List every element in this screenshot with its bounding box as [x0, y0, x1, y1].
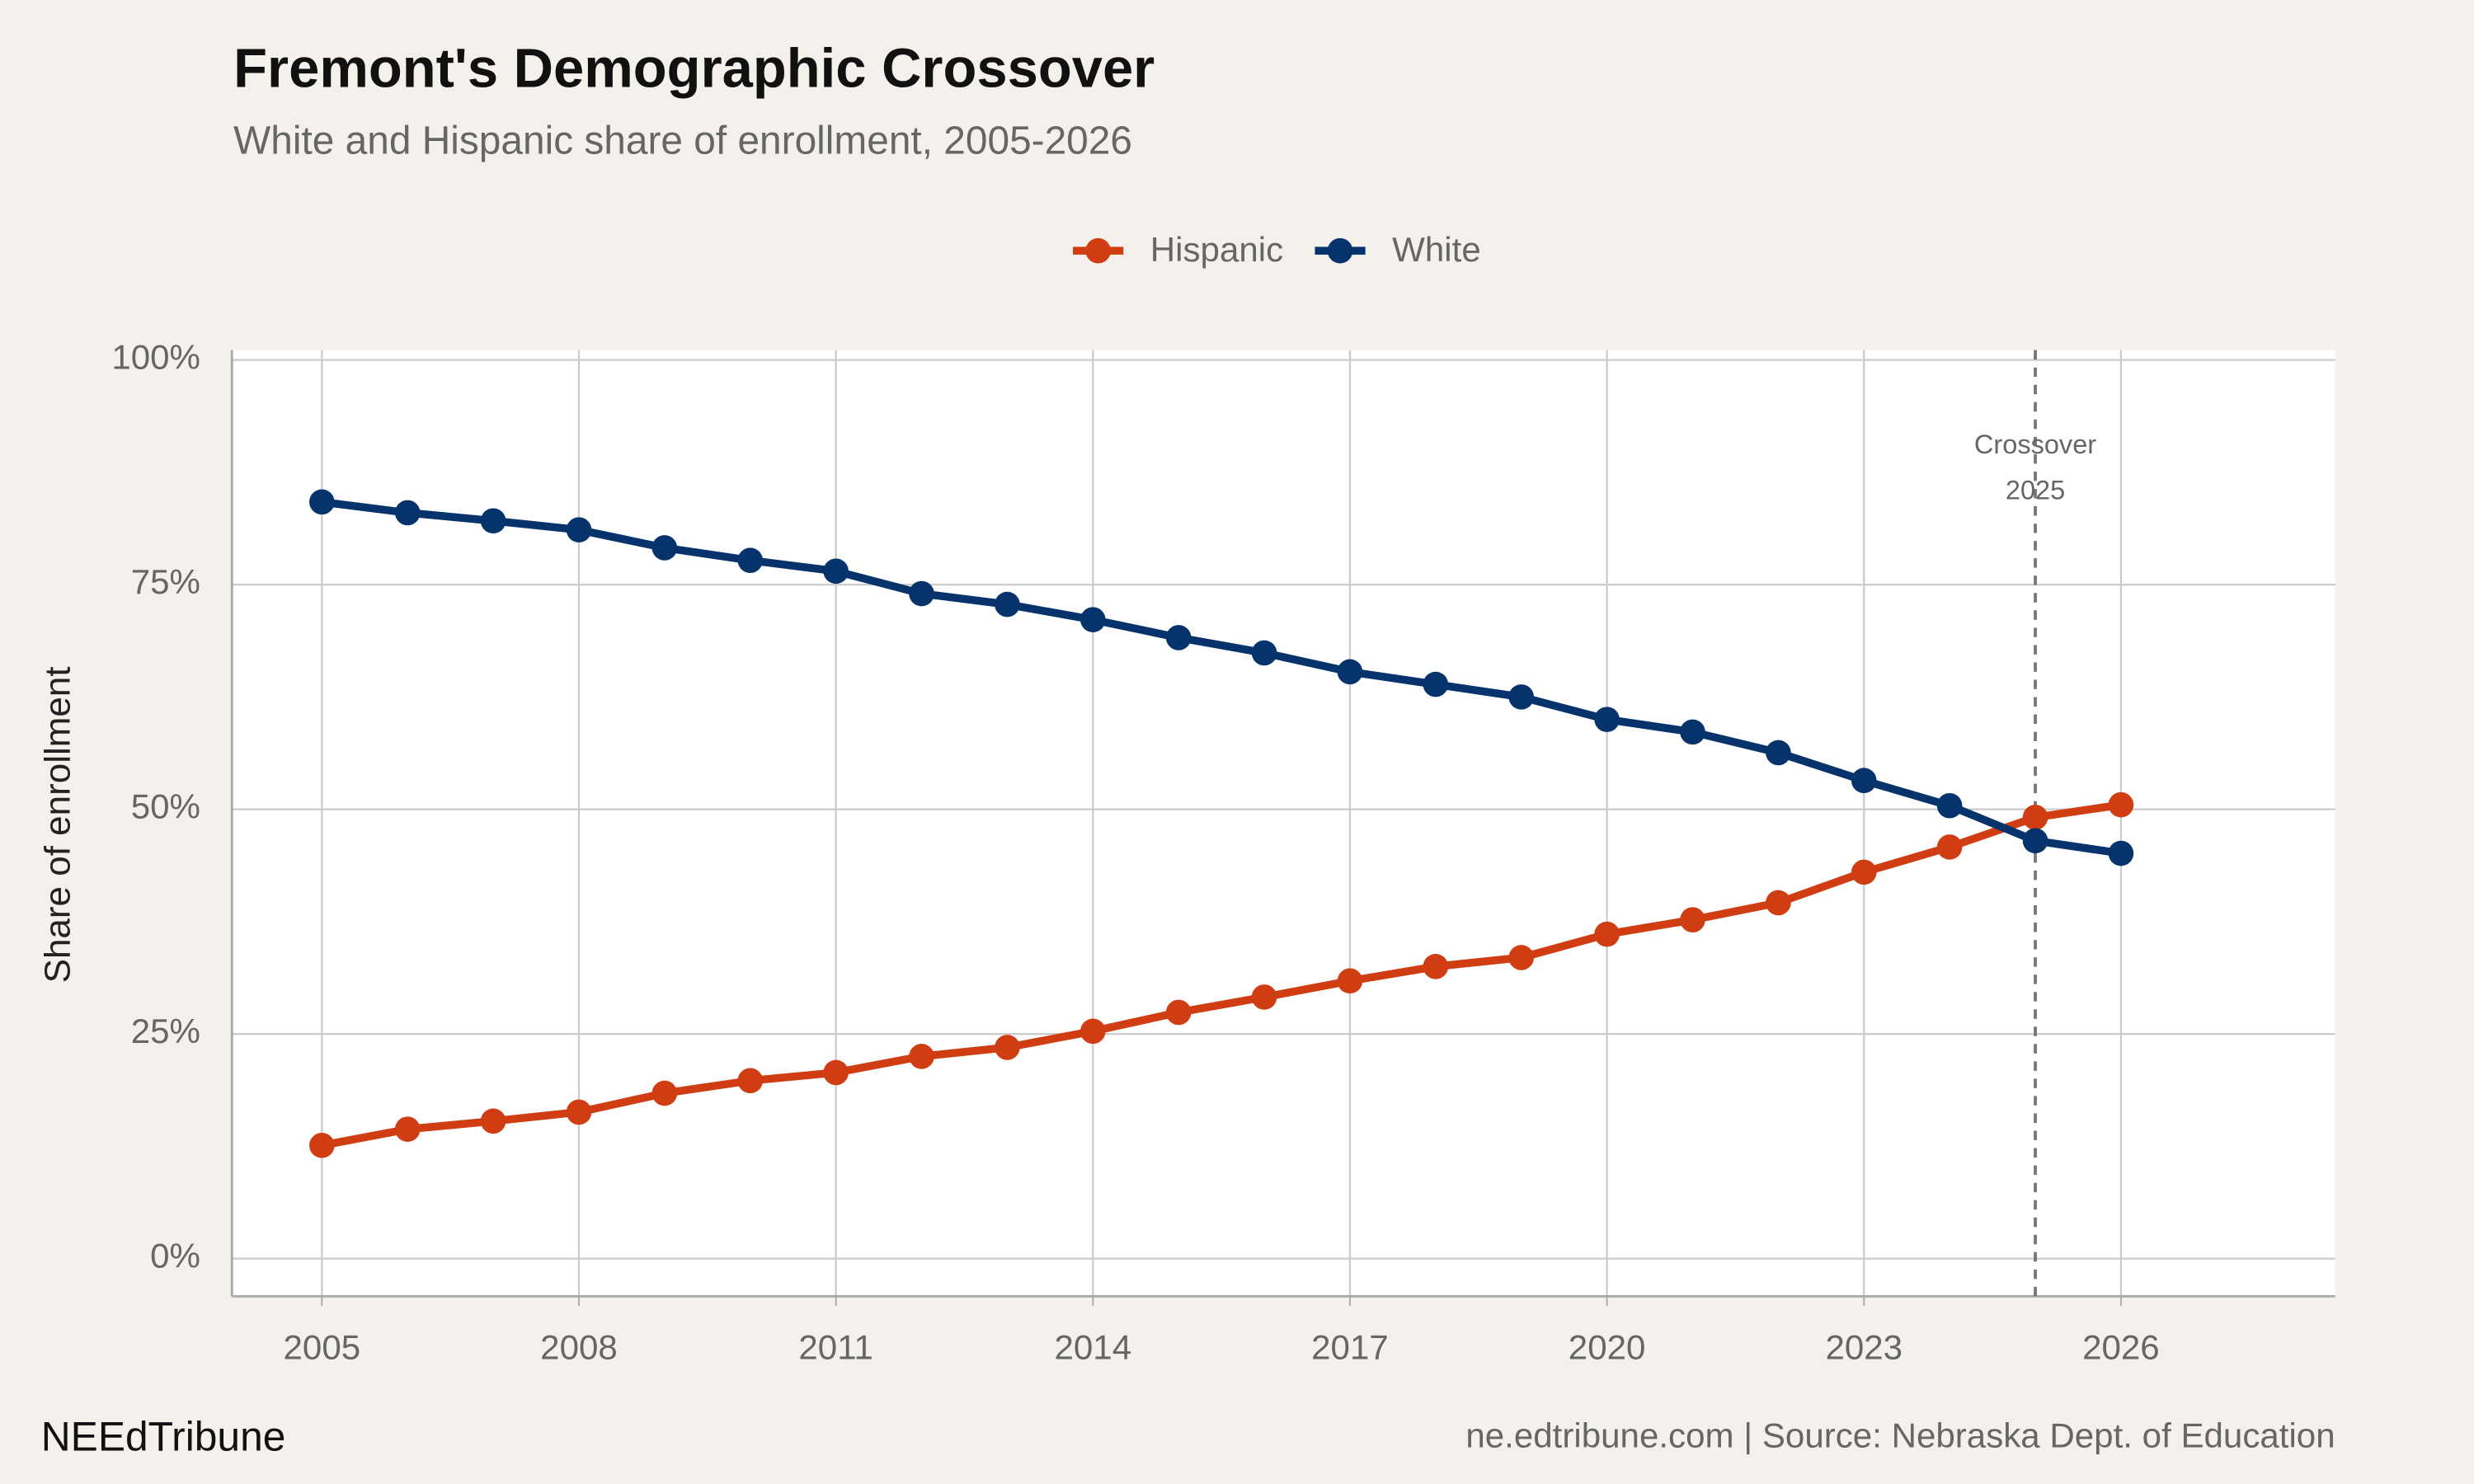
x-tick-label: 2014: [1054, 1328, 1131, 1367]
point: [651, 535, 678, 561]
point: [1851, 859, 1877, 885]
chart-title: Fremont's Demographic Crossover: [233, 38, 1155, 100]
point: [309, 489, 335, 515]
point: [1508, 945, 1535, 970]
point: [1079, 1018, 1106, 1045]
point: [737, 1068, 764, 1094]
point: [1851, 768, 1877, 794]
x-tick-label: 2020: [1569, 1328, 1646, 1367]
point: [1766, 890, 1791, 916]
y-axis-label: Share of enrollment: [37, 666, 78, 983]
x-tick-label: 2023: [1825, 1328, 1903, 1367]
legend-swatch-dot: [1327, 237, 1353, 264]
point: [566, 517, 592, 542]
point: [909, 580, 934, 607]
annotation-text: 2025: [2006, 475, 2065, 505]
point: [909, 1044, 934, 1069]
point: [2022, 828, 2048, 854]
point: [995, 1035, 1020, 1060]
point: [1594, 707, 1620, 732]
source: ne.edtribune.com | Source: Nebraska Dept…: [1465, 1416, 2335, 1455]
point: [1251, 984, 1277, 1010]
brand: NEEdTribune: [41, 1414, 286, 1460]
point: [1251, 640, 1277, 666]
x-tick-label: 2011: [798, 1328, 872, 1367]
point: [1508, 684, 1535, 710]
point: [1936, 834, 1963, 860]
annotation-text: Crossover: [1974, 430, 2096, 459]
plot-layer: 0% 25% 50% 75% 100% 2005 2008 2011 2014 2017 2020 2…: [111, 230, 2335, 1367]
point: [823, 1059, 849, 1086]
y-tick-label: 75%: [131, 562, 200, 601]
point: [394, 500, 421, 526]
x-tick-label: 2005: [284, 1328, 361, 1367]
x-tick-label: 2017: [1311, 1328, 1389, 1367]
point: [1165, 625, 1192, 650]
series-line: [321, 498, 2122, 857]
point: [1594, 921, 1620, 947]
point: [1423, 954, 1449, 979]
point: [480, 508, 506, 534]
point: [1337, 659, 1363, 685]
y-tick-label: 100%: [111, 338, 200, 377]
point: [1079, 607, 1106, 632]
point: [1936, 792, 1963, 819]
point: [394, 1116, 421, 1142]
x-tick-label: 2026: [2082, 1328, 2160, 1367]
point: [651, 1080, 678, 1106]
point: [309, 1132, 335, 1158]
point: [1766, 740, 1791, 766]
point: [1165, 999, 1192, 1026]
legend-label: Hispanic: [1150, 230, 1283, 269]
y-tick-label: 25%: [131, 1012, 200, 1050]
y-tick-label: 50%: [131, 787, 200, 826]
point: [2108, 791, 2134, 818]
point: [823, 558, 849, 585]
point: [1423, 671, 1449, 697]
point: [2022, 805, 2048, 830]
point: [737, 547, 764, 574]
point: [1680, 719, 1705, 745]
point: [1680, 907, 1705, 932]
point: [1337, 968, 1363, 994]
point: [995, 591, 1020, 618]
point: [480, 1108, 506, 1134]
series-line: [321, 801, 2122, 1149]
chart-subtitle: White and Hispanic share of enrollment, …: [233, 120, 1132, 163]
point: [2108, 840, 2134, 866]
legend-label: White: [1392, 230, 1481, 269]
x-tick-label: 2008: [540, 1328, 618, 1367]
point: [566, 1099, 592, 1125]
y-tick-label: 0%: [150, 1237, 200, 1275]
legend-swatch-dot: [1085, 237, 1111, 264]
